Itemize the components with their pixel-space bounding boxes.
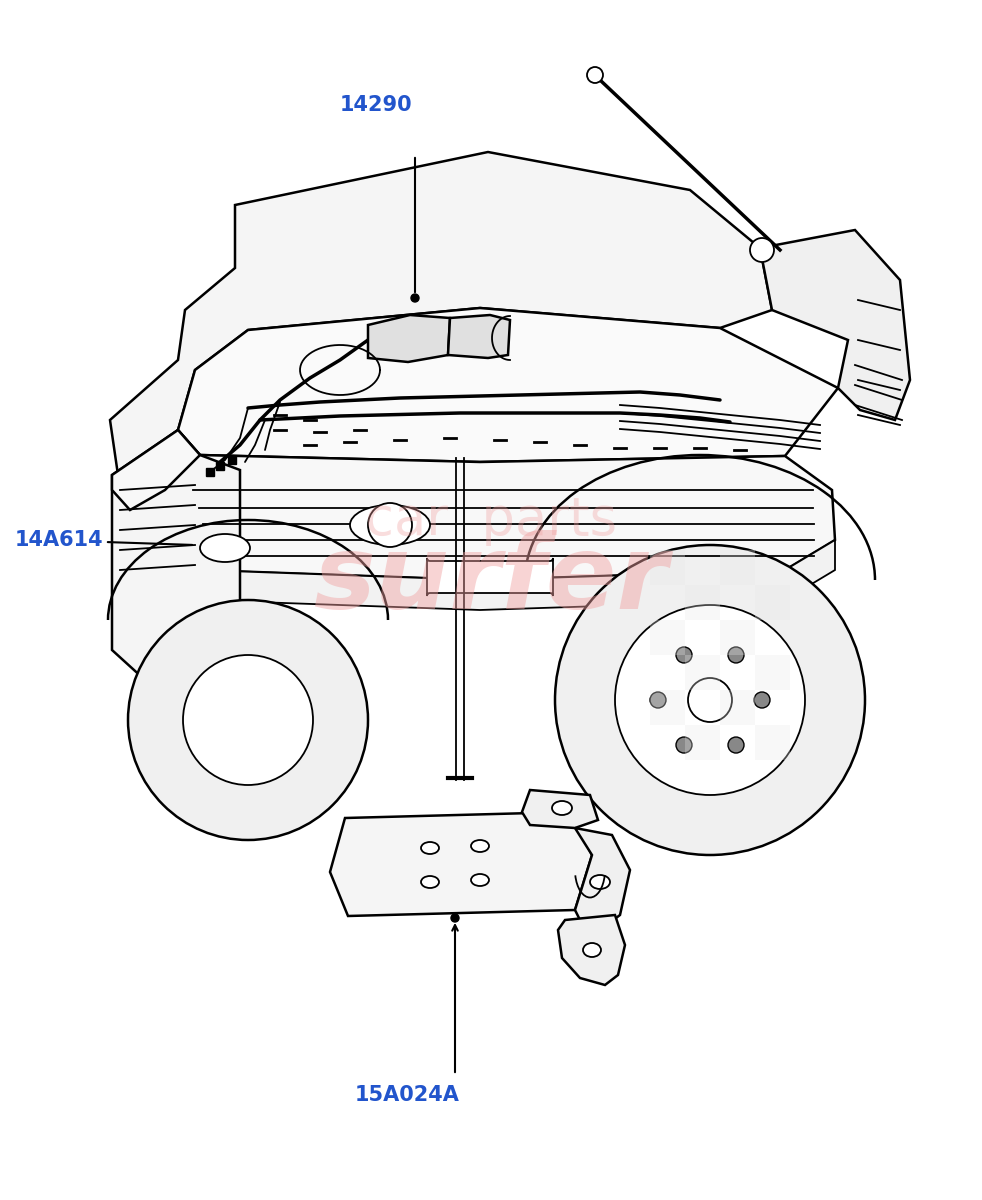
Ellipse shape: [590, 875, 610, 889]
Polygon shape: [575, 828, 630, 930]
Bar: [755, 584, 790, 620]
Circle shape: [128, 600, 368, 840]
Bar: [650, 550, 685, 584]
Text: car  parts: car parts: [365, 494, 617, 546]
Circle shape: [676, 647, 692, 662]
Polygon shape: [522, 790, 598, 828]
FancyBboxPatch shape: [427, 558, 553, 596]
Bar: [755, 655, 790, 690]
Text: 14A614: 14A614: [15, 530, 104, 550]
Circle shape: [688, 678, 732, 722]
Ellipse shape: [471, 874, 489, 886]
Polygon shape: [112, 430, 240, 680]
Bar: [216, 462, 224, 470]
Polygon shape: [112, 430, 200, 510]
Circle shape: [587, 67, 603, 83]
Bar: [685, 655, 720, 690]
Polygon shape: [178, 308, 838, 462]
Circle shape: [728, 737, 744, 754]
Polygon shape: [558, 914, 625, 985]
Circle shape: [728, 647, 744, 662]
Polygon shape: [330, 812, 592, 916]
Circle shape: [555, 545, 865, 854]
Ellipse shape: [421, 842, 439, 854]
Text: 15A024A: 15A024A: [355, 1085, 460, 1105]
Polygon shape: [110, 152, 772, 475]
Ellipse shape: [350, 505, 430, 545]
Text: surfer: surfer: [313, 529, 669, 630]
Circle shape: [754, 692, 770, 708]
Bar: [650, 690, 685, 725]
Bar: [685, 725, 720, 760]
Bar: [720, 550, 755, 584]
Bar: [685, 584, 720, 620]
Circle shape: [368, 503, 412, 547]
Bar: [206, 468, 214, 476]
Ellipse shape: [583, 943, 601, 958]
Ellipse shape: [421, 876, 439, 888]
Ellipse shape: [471, 840, 489, 852]
Circle shape: [615, 605, 805, 794]
Circle shape: [650, 692, 666, 708]
Bar: [755, 725, 790, 760]
Polygon shape: [368, 314, 450, 362]
Circle shape: [183, 655, 313, 785]
Bar: [720, 690, 755, 725]
Ellipse shape: [200, 534, 250, 562]
Circle shape: [411, 294, 419, 302]
Polygon shape: [448, 314, 510, 358]
Bar: [720, 620, 755, 655]
Polygon shape: [760, 230, 910, 420]
Circle shape: [676, 737, 692, 754]
Ellipse shape: [552, 802, 572, 815]
Text: 14290: 14290: [340, 95, 412, 115]
Polygon shape: [175, 540, 835, 610]
Bar: [650, 620, 685, 655]
Polygon shape: [165, 455, 835, 580]
Bar: [228, 456, 236, 464]
Circle shape: [750, 238, 774, 262]
Circle shape: [451, 914, 459, 922]
